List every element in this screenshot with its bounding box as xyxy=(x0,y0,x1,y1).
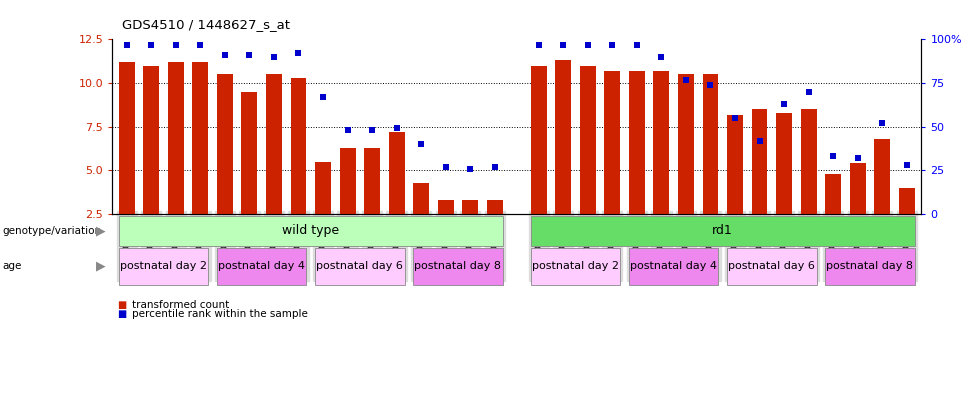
Text: GDS4510 / 1448627_s_at: GDS4510 / 1448627_s_at xyxy=(122,18,290,31)
Text: transformed count: transformed count xyxy=(132,299,229,310)
Text: rd1: rd1 xyxy=(713,224,733,237)
Bar xyxy=(653,71,670,214)
Bar xyxy=(389,132,405,214)
Text: percentile rank within the sample: percentile rank within the sample xyxy=(132,309,307,320)
Text: postnatal day 4: postnatal day 4 xyxy=(218,261,305,271)
Bar xyxy=(875,139,890,214)
Text: postnatal day 6: postnatal day 6 xyxy=(316,261,404,271)
Text: genotype/variation: genotype/variation xyxy=(2,226,101,236)
Bar xyxy=(776,113,792,214)
Text: postnatal day 8: postnatal day 8 xyxy=(827,261,914,271)
Text: ▶: ▶ xyxy=(96,260,105,273)
Bar xyxy=(678,74,694,214)
Bar xyxy=(339,148,356,214)
Text: age: age xyxy=(2,261,21,271)
Bar xyxy=(438,200,453,214)
Bar xyxy=(825,174,841,214)
Bar xyxy=(752,109,767,214)
Bar xyxy=(242,92,257,214)
Bar xyxy=(413,183,429,214)
Bar xyxy=(849,163,866,214)
Text: ▶: ▶ xyxy=(96,224,105,237)
Text: ■: ■ xyxy=(117,309,126,320)
Bar xyxy=(315,162,331,214)
Bar xyxy=(556,60,571,214)
Bar xyxy=(119,62,135,214)
Bar xyxy=(487,200,503,214)
Bar xyxy=(703,74,719,214)
Text: postnatal day 4: postnatal day 4 xyxy=(630,261,718,271)
Bar xyxy=(266,74,282,214)
Text: postnatal day 8: postnatal day 8 xyxy=(414,261,501,271)
Bar xyxy=(800,109,816,214)
Bar xyxy=(530,66,547,214)
Bar xyxy=(192,62,209,214)
Bar xyxy=(291,78,306,214)
Bar xyxy=(899,188,915,214)
Text: postnatal day 2: postnatal day 2 xyxy=(120,261,207,271)
Bar xyxy=(629,71,644,214)
Bar xyxy=(727,114,743,214)
Bar xyxy=(604,71,620,214)
Bar xyxy=(143,66,159,214)
Text: postnatal day 6: postnatal day 6 xyxy=(728,261,815,271)
Bar xyxy=(217,74,233,214)
Bar xyxy=(580,66,596,214)
Bar xyxy=(462,200,478,214)
Text: ■: ■ xyxy=(117,299,126,310)
Bar xyxy=(364,148,380,214)
Bar xyxy=(168,62,184,214)
Text: wild type: wild type xyxy=(282,224,339,237)
Text: postnatal day 2: postnatal day 2 xyxy=(532,261,619,271)
